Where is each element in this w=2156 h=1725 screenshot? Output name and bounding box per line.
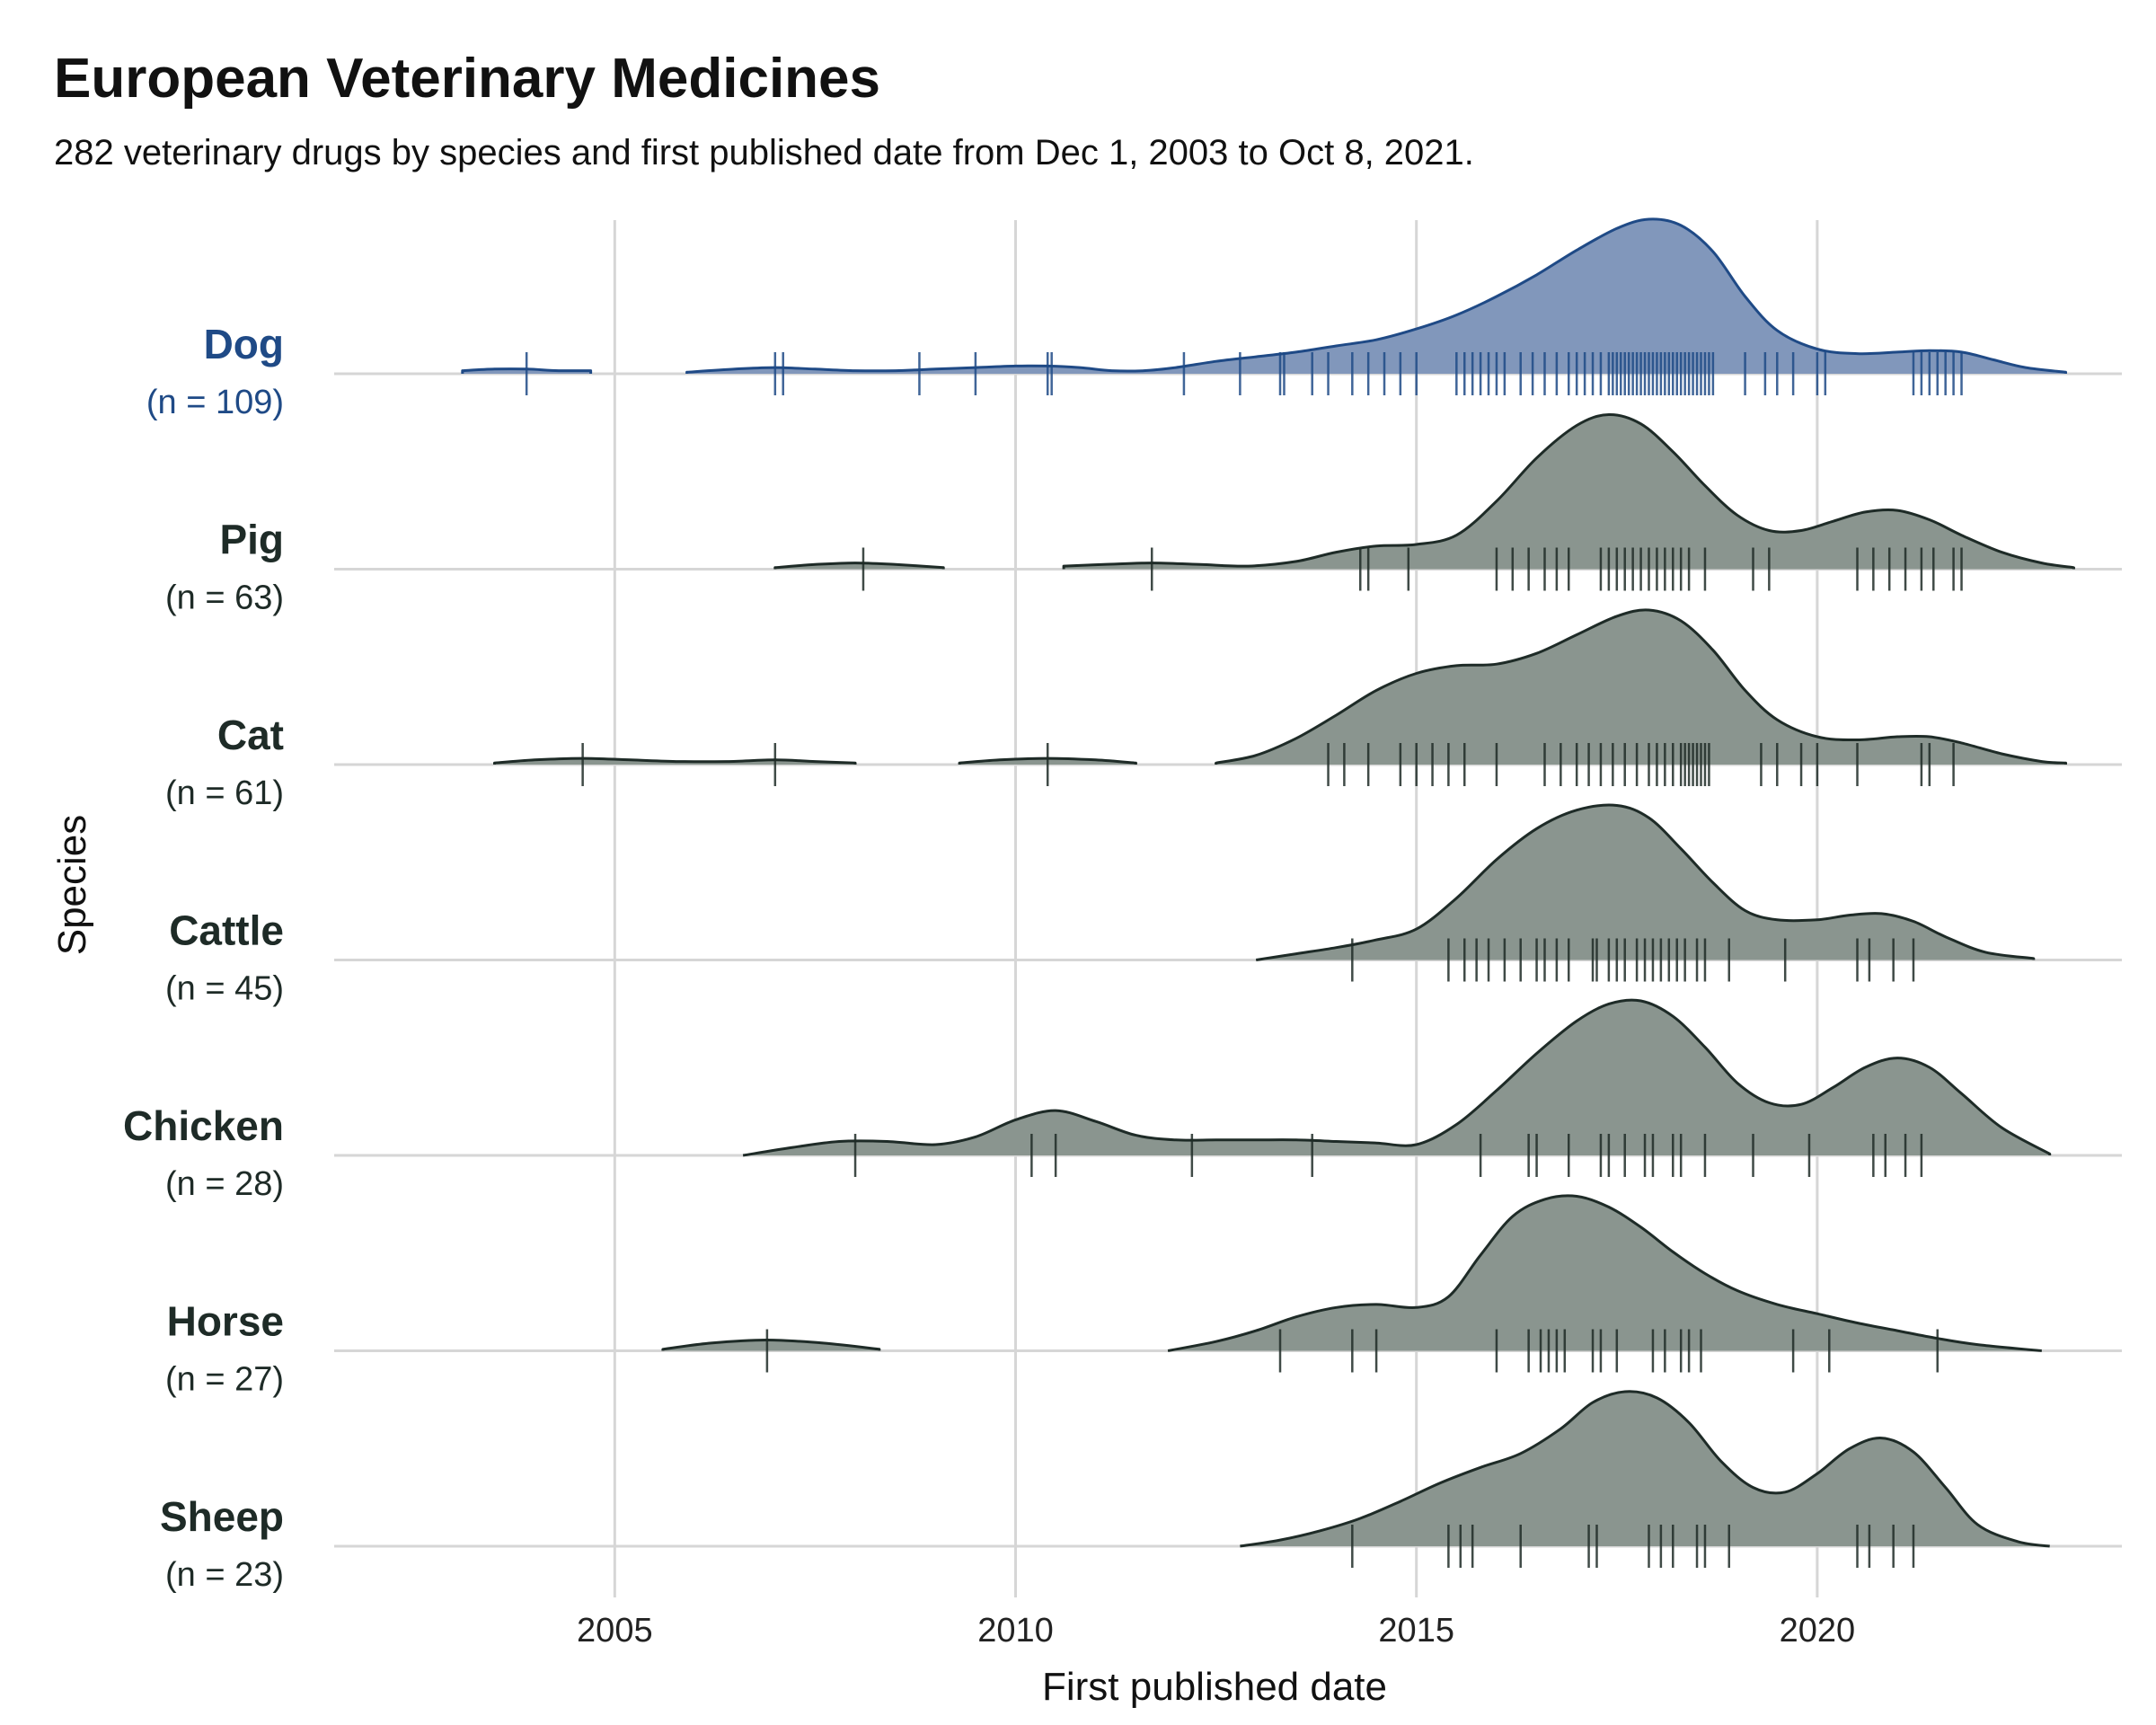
density-line-chicken	[742, 998, 2052, 1157]
density-line-cattle	[1255, 803, 2036, 961]
x-tick-label: 2015	[1378, 1612, 1454, 1650]
density-line-pig	[1062, 412, 2075, 570]
species-label-dog: Dog	[204, 321, 284, 367]
ridge-sheep	[1240, 1390, 2050, 1568]
ridge-cat	[493, 608, 2067, 786]
density-line-dog	[685, 217, 2067, 374]
species-label-cat: Cat	[217, 712, 284, 758]
density-area-dog	[686, 218, 2066, 374]
density-line-cat	[1215, 608, 2067, 765]
ridge-cattle	[1255, 803, 2036, 982]
x-tick-label: 2005	[577, 1612, 653, 1650]
density-line-horse	[1167, 1194, 2042, 1352]
y-axis-title: Species	[50, 815, 94, 956]
x-tick-label: 2020	[1780, 1612, 1856, 1650]
chart-subtitle: 282 veterinary drugs by species and firs…	[54, 133, 1474, 172]
species-count-pig: (n = 63)	[165, 579, 284, 617]
density-area-chicken	[743, 1000, 2050, 1155]
density-area-cattle	[1256, 805, 2034, 960]
ridge-pig	[773, 412, 2075, 591]
density-line-pig	[773, 562, 945, 570]
ridge-horse	[661, 1194, 2042, 1373]
species-count-cattle: (n = 45)	[165, 970, 284, 1008]
species-label-chicken: Chicken	[123, 1102, 284, 1149]
species-labels: Dog (n = 109) Pig (n = 63) Cat (n = 61) Cattle…	[123, 321, 284, 1594]
x-tick-label: 2010	[977, 1612, 1054, 1650]
density-area-sheep	[1240, 1391, 2050, 1546]
species-count-chicken: (n = 28)	[165, 1165, 284, 1203]
density-ridges	[461, 217, 2075, 1568]
density-area-horse	[1168, 1195, 2042, 1351]
x-axis-title: First published date	[1042, 1665, 1387, 1709]
species-label-horse: Horse	[167, 1298, 284, 1345]
ridge-dog	[461, 217, 2067, 395]
density-line-cat	[493, 756, 857, 765]
species-count-horse: (n = 27)	[165, 1361, 284, 1399]
ridge-chicken	[742, 998, 2052, 1177]
density-line-sheep	[1240, 1390, 2050, 1548]
species-count-dog: (n = 109)	[146, 384, 284, 421]
species-label-pig: Pig	[219, 517, 284, 563]
density-area-pig	[1064, 414, 2074, 570]
chart-title: European Veterinary Medicines	[54, 48, 880, 110]
species-count-sheep: (n = 23)	[165, 1556, 284, 1594]
density-area-cat	[1215, 609, 2066, 765]
species-label-cattle: Cattle	[169, 907, 284, 954]
species-count-cat: (n = 61)	[165, 774, 284, 812]
species-label-sheep: Sheep	[160, 1493, 284, 1540]
x-axis-ticks: 2005 2010 2015 2020	[577, 1612, 1855, 1650]
gridlines	[613, 220, 1819, 1597]
